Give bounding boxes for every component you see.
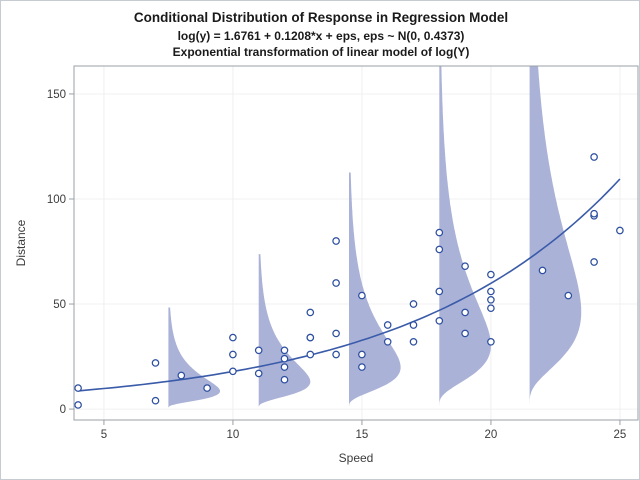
density-shape (439, 66, 491, 409)
y-axis-label: Distance (14, 219, 28, 266)
data-point (590, 209, 598, 218)
data-point (487, 270, 495, 279)
data-point (229, 367, 237, 376)
axis-ticks (69, 93, 621, 425)
data-point (306, 333, 315, 342)
x-tick-label: 20 (485, 429, 498, 441)
data-point (590, 153, 598, 161)
data-point (383, 321, 392, 329)
data-point (409, 300, 418, 308)
data-point (461, 262, 469, 271)
data-point (590, 258, 598, 266)
chart-title: Conditional Distribution of Response in … (133, 10, 509, 25)
data-point (229, 350, 237, 359)
data-point (487, 295, 495, 304)
conditional-density-shapes (168, 66, 582, 409)
data-point (203, 384, 211, 392)
y-tick-label: 100 (47, 194, 66, 206)
data-point (616, 226, 624, 235)
chart-subtitle-transform: Exponential transformation of linear mod… (172, 45, 470, 59)
data-point (280, 354, 289, 363)
y-tick-label: 150 (47, 89, 66, 101)
plot-frame (73, 65, 639, 421)
data-point (358, 350, 366, 359)
data-point (177, 371, 186, 380)
fit-curve (78, 178, 621, 392)
x-tick-label: 15 (356, 429, 369, 441)
data-point (254, 369, 263, 378)
y-tick-label: 50 (53, 299, 66, 311)
data-point (487, 337, 495, 346)
data-point (151, 396, 160, 405)
data-point (409, 321, 418, 329)
density-shape (168, 307, 220, 409)
data-point (151, 359, 160, 367)
data-point (435, 245, 444, 254)
data-point (358, 363, 366, 371)
chart-subtitle-equation: log(y) = 1.6761 + 0.1208*x + eps, eps ~ … (177, 29, 465, 43)
data-point (229, 333, 237, 342)
x-tick-label: 10 (227, 429, 240, 441)
data-point (358, 291, 366, 300)
data-point (332, 350, 340, 359)
data-point (332, 329, 340, 338)
fit-curve-line (78, 178, 621, 392)
density-shape (349, 172, 401, 409)
data-point (332, 237, 340, 245)
data-point (280, 346, 289, 355)
data-point (487, 287, 495, 296)
data-point (280, 363, 289, 371)
data-point (435, 287, 444, 296)
data-point (487, 304, 495, 313)
data-point (332, 279, 340, 287)
data-point (74, 401, 82, 409)
data-point (461, 329, 469, 338)
data-point (306, 308, 315, 317)
data-point (461, 308, 469, 317)
data-point (383, 337, 392, 346)
scatter-points (74, 153, 624, 409)
data-point (74, 384, 82, 392)
data-point (435, 316, 444, 325)
data-point (280, 375, 289, 384)
x-axis-label: Speed (339, 451, 374, 465)
data-point (538, 266, 547, 275)
data-point (306, 350, 315, 359)
y-tick-label: 0 (60, 404, 66, 416)
data-point (564, 291, 573, 300)
density-shape (529, 66, 582, 409)
x-tick-label: 5 (101, 429, 107, 441)
axis-tick-labels: 5 10 15 20 25 0 50 100 150 (47, 89, 627, 441)
data-point (409, 337, 418, 346)
x-tick-label: 25 (614, 429, 627, 441)
density-shape (258, 254, 311, 409)
data-point (435, 228, 444, 237)
data-point (254, 346, 263, 355)
